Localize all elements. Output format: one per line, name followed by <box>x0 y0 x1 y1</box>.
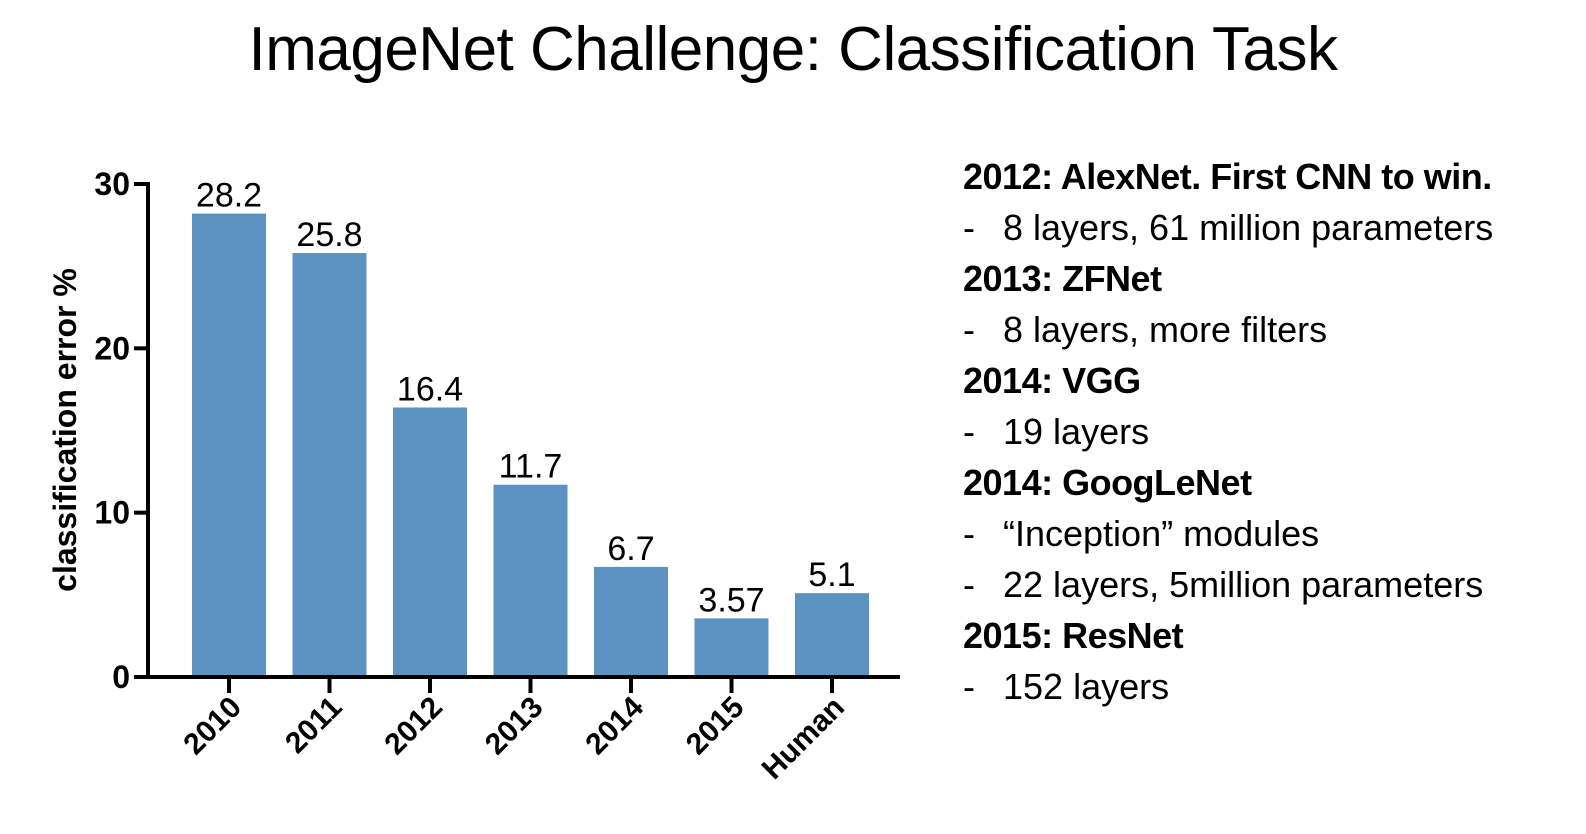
note-bullet: -152 layers <box>963 662 1578 713</box>
note-group: 2014: VGG -19 layers <box>963 356 1578 458</box>
y-tick-label: 20 <box>94 330 130 366</box>
bar-value-label: 25.8 <box>296 216 362 254</box>
x-tick-label: 2015 <box>680 691 751 762</box>
bullet-marker: - <box>963 666 975 707</box>
bar <box>694 618 769 677</box>
x-tick-label: 2012 <box>378 691 449 762</box>
note-group: 2012: AlexNet. First CNN to win. -8 layer… <box>963 152 1578 254</box>
bar <box>493 484 568 677</box>
note-heading: 2014: GoogLeNet <box>963 462 1252 503</box>
note-bullet-text: 22 layers, 5million parameters <box>1003 564 1484 605</box>
bar <box>292 253 367 677</box>
note-bullet: -8 layers, 61 million parameters <box>963 203 1578 254</box>
x-tick-label: 2010 <box>177 691 248 762</box>
bullet-marker: - <box>963 309 975 350</box>
x-tick-label: 2011 <box>279 691 348 760</box>
note-bullet-text: 152 layers <box>1003 666 1170 707</box>
x-tick-label: 2014 <box>579 690 650 761</box>
note-heading: 2013: ZFNet <box>963 258 1162 299</box>
y-tick-label: 10 <box>94 495 130 531</box>
note-group: 2014: GoogLeNet - “Inception” modules -22 l… <box>963 458 1578 611</box>
note-bullet: - “Inception” modules <box>963 509 1578 560</box>
bar <box>393 407 467 677</box>
note-heading: 2014: VGG <box>963 360 1141 401</box>
bar-value-label: 3.57 <box>698 581 764 619</box>
note-bullet-text: 8 layers, 61 million parameters <box>1003 207 1494 248</box>
note-bullet: -19 layers <box>963 407 1578 458</box>
bar <box>192 213 266 677</box>
y-tick-label: 0 <box>112 659 130 695</box>
bar-value-label: 16.4 <box>397 370 463 408</box>
bar-value-label: 6.7 <box>607 530 654 568</box>
note-bullet-text: “Inception” modules <box>1003 513 1320 554</box>
note-group: 2015: ResNet -152 layers <box>963 611 1578 713</box>
bar-value-label: 11.7 <box>499 448 563 486</box>
x-tick-label: 2013 <box>479 691 550 762</box>
bullet-marker: - <box>963 411 975 452</box>
note-bullet: -8 layers, more filters <box>963 305 1578 356</box>
note-bullet-text: 19 layers <box>1003 411 1150 452</box>
slide-title: ImageNet Challenge: Classification Task <box>248 15 1338 84</box>
notes-panel: 2012: AlexNet. First CNN to win. -8 layer… <box>963 152 1578 713</box>
bar-value-label: 28.2 <box>196 177 262 215</box>
bullet-marker: - <box>963 207 975 248</box>
y-axis-title: classification error % <box>47 268 83 592</box>
x-tick-label: Human <box>756 691 851 786</box>
bullet-marker: - <box>963 513 975 554</box>
note-bullet: -22 layers, 5million parameters <box>963 560 1578 611</box>
bar <box>594 566 668 677</box>
note-heading: 2012: AlexNet. First CNN to win. <box>963 156 1492 197</box>
y-tick-label: 30 <box>94 166 130 202</box>
note-heading: 2015: ResNet <box>963 615 1184 656</box>
bar-value-label: 5.1 <box>808 556 855 594</box>
bar <box>795 593 869 677</box>
bullet-marker: - <box>963 564 975 605</box>
note-bullet-text: 8 layers, more filters <box>1003 309 1328 350</box>
note-group: 2013: ZFNet -8 layers, more filters <box>963 254 1578 356</box>
